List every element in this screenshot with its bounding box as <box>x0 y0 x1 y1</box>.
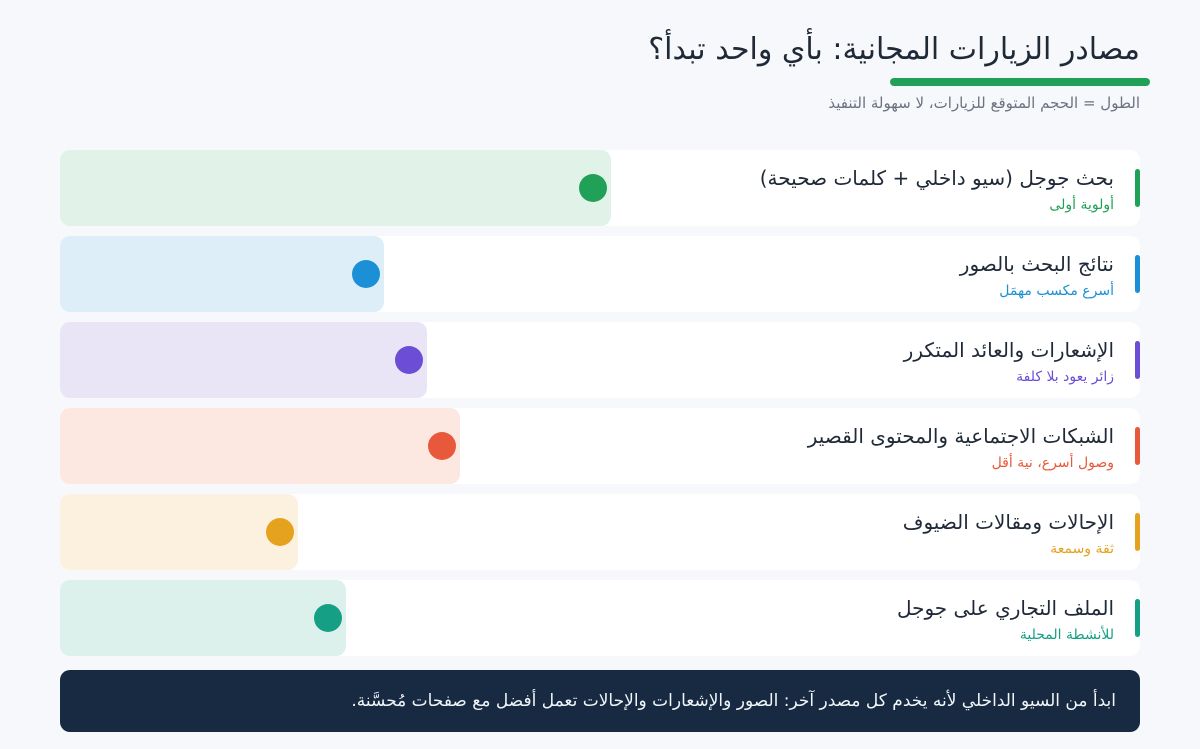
title-underline <box>890 78 1150 86</box>
bar-end-dot <box>314 604 342 632</box>
row-accent-marker <box>1135 427 1140 465</box>
category-label: الملف التجاري على جوجل <box>896 596 1114 620</box>
bar <box>60 150 611 226</box>
category-note: وصول أسرع، نية أقل <box>991 455 1114 471</box>
bar-end-dot <box>428 432 456 460</box>
row-accent-marker <box>1135 255 1140 293</box>
chart-subtitle: الطول = الحجم المتوقع للزيارات، لا سهولة… <box>828 94 1140 112</box>
chart-title: مصادر الزيارات المجانية: بأي واحد تبدأ؟ <box>648 32 1140 67</box>
bar <box>60 322 427 398</box>
category-label: نتائج البحث بالصور <box>959 252 1114 276</box>
category-label: الإشعارات والعائد المتكرر <box>903 338 1114 362</box>
row-accent-marker <box>1135 513 1140 551</box>
row-text: الملف التجاري على جوجل للأنشطة المحلية <box>897 594 1114 646</box>
category-note: ثقة وسمعة <box>1050 541 1114 557</box>
row-text: الإحالات ومقالات الضيوف ثقة وسمعة <box>903 508 1114 560</box>
row-text: نتائج البحث بالصور أسرع مكسب مهمَل <box>960 250 1114 302</box>
bar-end-dot <box>352 260 380 288</box>
bar <box>60 236 384 312</box>
chart-header: مصادر الزيارات المجانية: بأي واحد تبدأ؟ … <box>60 28 1150 114</box>
bar-end-dot <box>266 518 294 546</box>
category-note: زائر يعود بلا كلفة <box>1016 369 1114 385</box>
row-text: بحث جوجل (سيو داخلي + كلمات صحيحة) أولوية… <box>760 164 1114 216</box>
chart-row: الإشعارات والعائد المتكرر زائر يعود بلا ك… <box>60 322 1140 398</box>
row-accent-marker <box>1135 341 1140 379</box>
chart-row: نتائج البحث بالصور أسرع مكسب مهمَل <box>60 236 1140 312</box>
bar <box>60 494 298 570</box>
chart-row: بحث جوجل (سيو داخلي + كلمات صحيحة) أولوية… <box>60 150 1140 226</box>
category-note: للأنشطة المحلية <box>1019 627 1114 643</box>
bar <box>60 580 346 656</box>
category-label: بحث جوجل (سيو داخلي + كلمات صحيحة) <box>759 166 1114 190</box>
footer-text: ابدأ من السيو الداخلي لأنه يخدم كل مصدر … <box>351 691 1116 711</box>
bar-chart: بحث جوجل (سيو داخلي + كلمات صحيحة) أولوية… <box>60 150 1140 666</box>
chart-row: الشبكات الاجتماعية والمحتوى القصير وصول أ… <box>60 408 1140 484</box>
bar-end-dot <box>579 174 607 202</box>
chart-row: الملف التجاري على جوجل للأنشطة المحلية <box>60 580 1140 656</box>
category-label: الشبكات الاجتماعية والمحتوى القصير <box>807 424 1114 448</box>
footer-note: ابدأ من السيو الداخلي لأنه يخدم كل مصدر … <box>60 670 1140 732</box>
category-note: أسرع مكسب مهمَل <box>999 283 1114 299</box>
bar <box>60 408 460 484</box>
category-label: الإحالات ومقالات الضيوف <box>902 510 1114 534</box>
category-note: أولوية أولى <box>1049 197 1114 213</box>
bar-end-dot <box>395 346 423 374</box>
row-accent-marker <box>1135 169 1140 207</box>
row-text: الشبكات الاجتماعية والمحتوى القصير وصول أ… <box>808 422 1114 474</box>
row-accent-marker <box>1135 599 1140 637</box>
chart-row: الإحالات ومقالات الضيوف ثقة وسمعة <box>60 494 1140 570</box>
row-text: الإشعارات والعائد المتكرر زائر يعود بلا ك… <box>904 336 1114 388</box>
